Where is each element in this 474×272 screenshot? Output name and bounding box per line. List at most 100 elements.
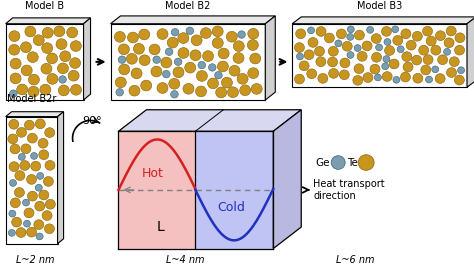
Circle shape [316, 27, 326, 36]
Circle shape [174, 58, 182, 66]
Circle shape [167, 37, 178, 48]
Bar [6, 117, 57, 244]
Circle shape [58, 85, 69, 96]
Circle shape [382, 63, 389, 70]
Text: Hot: Hot [142, 167, 164, 180]
Circle shape [171, 29, 179, 36]
Circle shape [435, 74, 445, 84]
Circle shape [449, 57, 459, 67]
Circle shape [372, 52, 382, 62]
Circle shape [358, 155, 374, 170]
Polygon shape [110, 16, 275, 24]
Text: Heat transport
direction: Heat transport direction [313, 179, 385, 201]
Circle shape [383, 56, 390, 63]
Circle shape [419, 45, 428, 55]
Circle shape [9, 31, 20, 42]
Circle shape [141, 80, 152, 91]
Polygon shape [83, 18, 91, 100]
Circle shape [25, 26, 36, 37]
Circle shape [328, 47, 338, 56]
Circle shape [16, 228, 26, 237]
Circle shape [402, 52, 412, 61]
Circle shape [190, 50, 201, 61]
Circle shape [183, 84, 194, 94]
Text: Cold: Cold [218, 201, 246, 214]
Circle shape [208, 78, 219, 89]
Circle shape [196, 70, 208, 81]
Circle shape [426, 36, 436, 46]
Text: 90°: 90° [82, 116, 102, 126]
Circle shape [14, 188, 24, 197]
Circle shape [115, 77, 126, 88]
Bar [195, 131, 273, 249]
Circle shape [218, 61, 228, 72]
Circle shape [389, 59, 399, 69]
Circle shape [17, 84, 27, 95]
Circle shape [178, 33, 189, 44]
Circle shape [328, 57, 337, 67]
Circle shape [151, 66, 162, 77]
Bar [6, 24, 83, 100]
Circle shape [401, 29, 411, 39]
Text: Te: Te [347, 157, 358, 168]
Circle shape [139, 29, 150, 40]
Circle shape [9, 229, 15, 236]
Circle shape [17, 128, 27, 137]
Circle shape [353, 75, 363, 85]
Bar [110, 24, 265, 100]
Circle shape [457, 67, 465, 74]
Circle shape [240, 85, 251, 96]
Circle shape [42, 27, 53, 38]
Circle shape [38, 138, 48, 148]
Circle shape [355, 30, 365, 40]
Circle shape [316, 57, 326, 67]
Circle shape [354, 64, 364, 74]
Circle shape [35, 184, 42, 191]
Circle shape [375, 44, 383, 51]
Circle shape [393, 36, 403, 45]
Circle shape [9, 162, 19, 172]
Circle shape [335, 40, 342, 47]
Circle shape [423, 55, 433, 64]
Circle shape [393, 76, 400, 83]
Circle shape [18, 153, 25, 160]
Circle shape [202, 51, 214, 61]
Circle shape [227, 31, 237, 42]
Circle shape [12, 217, 22, 227]
Circle shape [27, 52, 38, 63]
Circle shape [45, 160, 55, 170]
Circle shape [28, 74, 39, 85]
Circle shape [247, 40, 258, 50]
Circle shape [118, 56, 126, 63]
Circle shape [10, 198, 20, 208]
Circle shape [21, 65, 32, 76]
Circle shape [191, 35, 202, 46]
Circle shape [413, 73, 423, 83]
Polygon shape [6, 18, 91, 24]
Circle shape [9, 44, 20, 55]
Polygon shape [292, 17, 474, 24]
Circle shape [446, 26, 456, 36]
Circle shape [9, 210, 16, 217]
Circle shape [354, 45, 361, 51]
Circle shape [9, 90, 17, 97]
Circle shape [157, 29, 168, 39]
Bar [118, 131, 195, 249]
Circle shape [315, 47, 325, 56]
Circle shape [27, 191, 37, 201]
Circle shape [406, 40, 416, 50]
Polygon shape [265, 16, 275, 100]
Circle shape [384, 46, 394, 55]
Text: Model B3: Model B3 [357, 1, 402, 11]
Circle shape [186, 27, 194, 35]
Text: L~2 nm: L~2 nm [17, 255, 55, 265]
Circle shape [20, 160, 30, 170]
Circle shape [412, 31, 422, 41]
Circle shape [9, 180, 17, 186]
Circle shape [347, 33, 354, 40]
Text: L~6 nm: L~6 nm [336, 255, 374, 265]
Circle shape [70, 58, 81, 69]
Circle shape [401, 72, 410, 82]
Circle shape [374, 74, 382, 81]
Circle shape [221, 77, 232, 88]
